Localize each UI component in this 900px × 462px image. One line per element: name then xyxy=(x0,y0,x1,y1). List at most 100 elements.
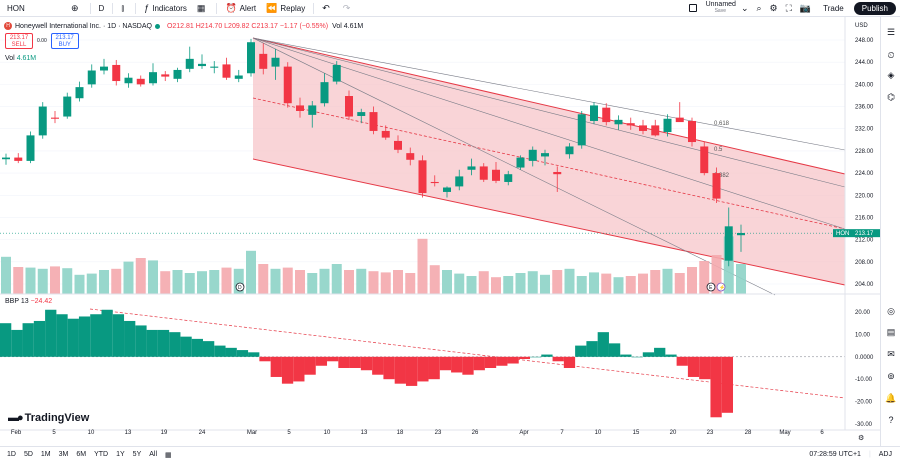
candle-body[interactable] xyxy=(492,169,500,181)
fan-line-0382[interactable] xyxy=(252,37,846,230)
candle-body[interactable] xyxy=(394,140,402,150)
candle-body[interactable] xyxy=(688,120,696,143)
fullscreen-icon[interactable]: ⛶ xyxy=(785,2,792,13)
candle-body[interactable] xyxy=(590,105,598,121)
price-axis-ticks[interactable]: 248.00 244.00 240.00 236.00 232.00 228.00 224.… xyxy=(855,38,874,288)
range-1d[interactable]: 1D xyxy=(7,451,16,458)
ideas-icon[interactable]: ✉ xyxy=(887,349,895,359)
candle-body[interactable] xyxy=(369,112,378,131)
candle-body[interactable] xyxy=(308,105,317,115)
camera-icon[interactable]: 📷 xyxy=(799,2,812,13)
candle-body[interactable] xyxy=(2,157,10,160)
range-ytd[interactable]: YTD xyxy=(94,451,109,458)
tradingview-logo[interactable]: ▬● TradingView xyxy=(8,412,89,424)
candle-body[interactable] xyxy=(51,117,59,119)
candle-body[interactable] xyxy=(332,64,341,82)
candle-body[interactable] xyxy=(222,64,231,78)
candle-body[interactable] xyxy=(198,63,206,67)
calendar-icon[interactable]: ▤ xyxy=(886,327,896,337)
candle-body[interactable] xyxy=(149,72,157,84)
candle-body[interactable] xyxy=(700,146,709,174)
sell-button[interactable]: 213.17 SELL xyxy=(5,33,33,49)
replay-button[interactable]: ⏪ Replay xyxy=(261,0,310,17)
regression-channel[interactable] xyxy=(253,38,845,285)
candle-body[interactable] xyxy=(712,173,721,199)
add-symbol-button[interactable]: ⊕ xyxy=(66,0,87,17)
chart-pane[interactable]: 0.618 0.5 0.382 USD 248.00 244.00 240.00 23… xyxy=(0,17,880,446)
symbol-legend[interactable]: H Honeywell International Inc. · 1D · NA… xyxy=(4,22,363,30)
buy-button[interactable]: 213.17 BUY xyxy=(50,33,79,49)
candle-body[interactable] xyxy=(418,160,427,194)
candle-body[interactable] xyxy=(26,135,35,161)
time-axis[interactable]: Feb 5 10 13 19 24 Mar 5 10 13 18 23 26 A… xyxy=(0,430,880,440)
range-1m[interactable]: 1M xyxy=(40,451,51,458)
bbp-axis-ticks[interactable]: 20.00 10.00 0.0000 -10.00 -20.00 -30.00 xyxy=(855,310,874,428)
candle-body[interactable] xyxy=(602,107,611,123)
notifications-bell-icon[interactable]: 🔔 xyxy=(885,393,897,403)
candle-body[interactable] xyxy=(271,57,280,67)
alerts-clock-icon[interactable]: ⏲ xyxy=(887,50,895,60)
candle-body[interactable] xyxy=(112,64,121,82)
settings-gear-icon[interactable]: ⚙ xyxy=(769,2,778,13)
candle-body[interactable] xyxy=(651,125,660,136)
candle-body[interactable] xyxy=(161,74,170,77)
alert-button[interactable]: ⏰ Alert xyxy=(220,0,261,17)
range-1y[interactable]: 1Y xyxy=(116,451,125,458)
symbol-search[interactable]: HON xyxy=(0,0,66,17)
candle-body[interactable] xyxy=(479,166,488,180)
candle-body[interactable] xyxy=(516,157,525,168)
channel-lower-line[interactable] xyxy=(252,158,846,286)
candle-body[interactable] xyxy=(136,78,145,85)
candle-body[interactable] xyxy=(259,53,268,69)
candle-body[interactable] xyxy=(541,153,549,157)
range-all[interactable]: All xyxy=(149,451,158,458)
chart-svg[interactable]: 0.618 0.5 0.382 USD 248.00244.00240.0023… xyxy=(0,17,880,446)
publish-button[interactable]: Publish xyxy=(853,1,896,15)
candle-body[interactable] xyxy=(565,146,574,155)
candle-body[interactable] xyxy=(87,70,96,85)
watchlist-icon[interactable]: ☰ xyxy=(886,27,896,37)
candle-body[interactable] xyxy=(504,174,513,182)
candle-body[interactable] xyxy=(443,187,451,192)
clock-timezone[interactable]: 07:28:59 UTC+1 xyxy=(809,451,861,458)
candle-body[interactable] xyxy=(626,123,635,126)
candle-body[interactable] xyxy=(406,153,415,160)
interval-button[interactable]: D xyxy=(94,0,110,17)
undo-button[interactable]: ↶ xyxy=(317,0,338,17)
bbp-trendline[interactable] xyxy=(89,308,846,399)
candle-body[interactable] xyxy=(173,69,182,79)
candle-body[interactable] xyxy=(467,166,476,170)
bbp-legend[interactable]: BBP 13 −24.42 xyxy=(5,298,52,305)
candle-body[interactable] xyxy=(381,130,390,138)
candle-body[interactable] xyxy=(455,176,464,187)
trade-button[interactable]: Trade xyxy=(823,3,844,13)
chevron-down-icon[interactable]: ⌄ xyxy=(740,2,749,13)
range-3m[interactable]: 3M xyxy=(58,451,69,458)
candle-body[interactable] xyxy=(14,157,23,161)
indicators-button[interactable]: ƒ Indicators xyxy=(139,0,192,17)
candle-body[interactable] xyxy=(357,112,366,116)
candle-body[interactable] xyxy=(63,96,72,117)
candle-body[interactable] xyxy=(430,181,439,184)
templates-button[interactable]: ▦ xyxy=(192,0,214,17)
candle-body[interactable] xyxy=(320,82,329,104)
news-marker-icon[interactable] xyxy=(716,282,726,292)
candle-body[interactable] xyxy=(234,75,243,79)
candle-body[interactable] xyxy=(614,119,623,125)
candle-body[interactable] xyxy=(639,125,647,131)
hotlists-icon[interactable]: ⌬ xyxy=(887,92,895,102)
candle-body[interactable] xyxy=(577,114,586,146)
help-icon[interactable]: ? xyxy=(888,415,894,425)
layout-checkbox-icon[interactable] xyxy=(688,4,697,12)
candle-body[interactable] xyxy=(124,77,133,84)
candle-body[interactable] xyxy=(185,58,194,69)
fan-line-0618[interactable] xyxy=(252,37,846,151)
candle-body[interactable] xyxy=(663,118,672,133)
layers-icon[interactable]: ◈ xyxy=(887,70,895,80)
candle-body[interactable] xyxy=(724,226,733,261)
candle-body[interactable] xyxy=(283,66,292,104)
range-5y[interactable]: 5Y xyxy=(132,451,142,458)
candle-body[interactable] xyxy=(553,171,562,175)
candle-body[interactable] xyxy=(296,105,304,111)
candle-body[interactable] xyxy=(38,106,47,136)
